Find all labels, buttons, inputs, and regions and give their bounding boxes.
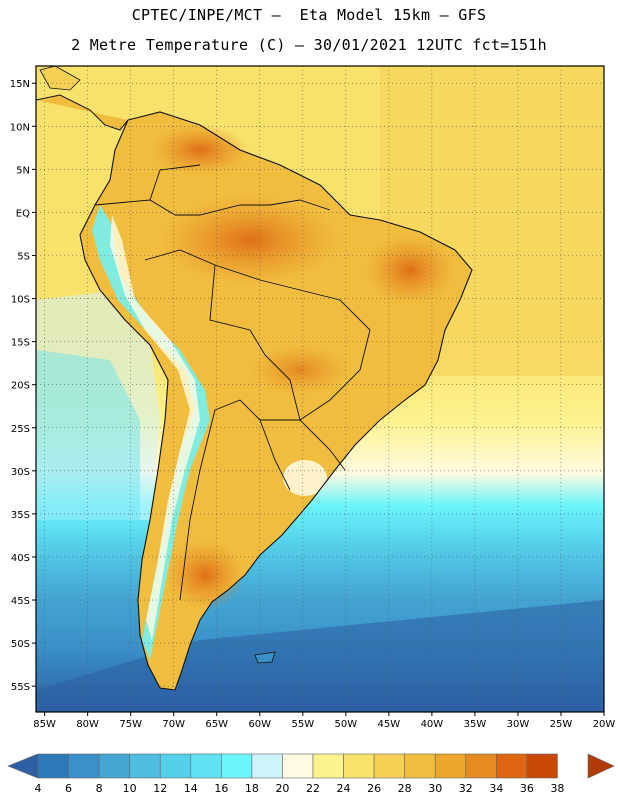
lat-label: 45S [11,596,30,607]
colorbar-label: 6 [65,782,72,795]
lat-label: 30S [11,467,30,478]
lon-label: 70W [162,719,185,730]
colorbar-swatch [312,753,344,779]
colorbar-swatch [221,753,253,779]
colorbar-label: 38 [550,782,564,795]
continent-landmass [36,66,473,691]
colorbar-label: 20 [275,782,289,795]
colorbar-swatch [68,753,100,779]
colorbar-swatch [251,753,283,779]
lon-label: 45W [378,719,401,730]
lon-label: 20W [593,719,616,730]
colorbar-swatch [434,753,467,779]
lon-label: 30W [507,719,530,730]
colorbar-arrow-right [587,753,615,779]
temperature-colorbar: 4 6 8 10 12 14 16 18 20 22 24 26 28 30 32 34 36 38 [7,753,615,795]
lat-label: 40S [11,553,30,564]
lon-label: 75W [119,719,142,730]
colorbar-swatch [404,753,436,779]
colorbar-label: 4 [35,782,42,795]
lon-label: 80W [76,719,99,730]
colorbar-label: 34 [489,782,503,795]
colorbar-label: 14 [184,782,198,795]
colorbar-label: 10 [123,782,137,795]
colorbar-swatch [37,753,69,779]
colorbar-label: 16 [214,782,228,795]
lat-label: EQ [16,208,30,219]
colorbar-swatch [496,753,528,779]
colorbar-label: 24 [337,782,351,795]
lon-label: 50W [335,719,358,730]
colorbar-swatch [129,753,161,779]
map-frame [35,65,605,713]
latitude-labels: 15N 10N 5N EQ 5S 10S 15S 20S 25S 30S 35S 40S 45S 50S 5… [10,79,36,693]
lat-label: 15N [10,79,30,90]
colorbar-label: 32 [459,782,473,795]
lon-label: 85W [33,719,56,730]
colorbar-swatch [373,753,405,779]
colorbar-swatch [282,753,314,779]
colorbar-swatch [159,753,192,779]
colorbar-label: 28 [398,782,412,795]
colorbar-swatch [343,753,375,779]
lat-label: 10S [11,295,30,306]
lat-label: 5N [16,165,30,176]
colorbar-label: 12 [153,782,167,795]
colorbar-swatch [465,753,497,779]
colorbar-label: 18 [245,782,259,795]
lat-label: 55S [11,682,30,693]
colorbar-swatch [98,753,130,779]
lat-label: 35S [11,510,30,521]
lon-label: 55W [291,719,314,730]
lat-lon-grid [36,66,604,712]
lat-label: 20S [11,381,30,392]
colorbar-label: 22 [306,782,320,795]
colorbar-label: 36 [520,782,534,795]
longitude-labels: 85W 80W 75W 70W 65W 60W 55W 50W 45W 40W 35W 30W 25W 2… [33,712,615,730]
lon-label: 60W [248,719,271,730]
country-borders [94,164,371,601]
map-title-line2: 2 Metre Temperature (C) – 30/01/2021 12U… [71,36,547,54]
lon-label: 65W [205,719,228,730]
colorbar-label: 26 [367,782,381,795]
lat-label: 50S [11,639,30,650]
colorbar-label: 8 [96,782,103,795]
lat-label: 15S [11,338,30,349]
lat-label: 5S [17,251,30,262]
colorbar-swatch [526,753,558,779]
colorbar-swatch [190,753,222,779]
lon-label: 40W [421,719,444,730]
lat-label: 25S [11,424,30,435]
map-title-line1: CPTEC/INPE/MCT – Eta Model 15km – GFS [131,6,487,24]
lat-label: 10N [10,122,30,133]
lon-label: 35W [464,719,487,730]
colorbar-label: 30 [428,782,442,795]
colorbar-arrow-left [7,753,39,779]
lon-label: 25W [550,719,573,730]
